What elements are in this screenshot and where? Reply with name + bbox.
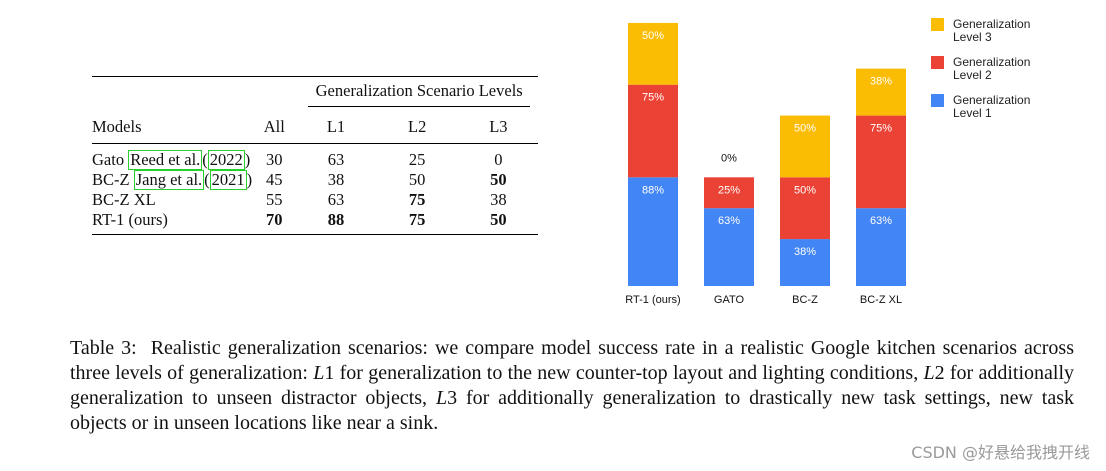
all-cell: 70: [252, 209, 297, 235]
col-header-l1: L1: [296, 110, 376, 144]
table-row: Gato Reed et al.(2022) 30 63 25 0: [92, 143, 538, 170]
stacked-bar-chart: 88% 75% 50% RT-1 (ours) 63% 25% 0% GATO 38% 50% 50…: [625, 17, 1030, 306]
bar-value-label: 50%: [794, 123, 816, 135]
citation-link[interactable]: Jang et al.: [133, 169, 205, 190]
bar-segment: [704, 208, 754, 286]
citation-link[interactable]: Reed et al.: [128, 149, 203, 170]
results-table: Generalization Scenario Levels Models Al…: [92, 76, 538, 235]
legend-label-line2: Level 2: [953, 68, 992, 82]
col-header-l2: L2: [375, 110, 459, 144]
legend-swatch: [931, 94, 944, 107]
model-cell: BC-Z XL: [92, 189, 156, 209]
bar-value-label: 38%: [794, 246, 816, 258]
l1-cell: 63: [327, 189, 345, 209]
bar-value-label: 63%: [718, 215, 740, 227]
x-tick-label: BC-Z XL: [860, 294, 902, 306]
x-tick-label: GATO: [714, 294, 745, 306]
table-corner: [92, 76, 253, 111]
group-header: Generalization Scenario Levels: [308, 81, 530, 107]
bar-segment: [856, 115, 906, 209]
all-cell: 45: [266, 169, 283, 189]
bar-segment: [856, 68, 906, 116]
l1-cell: 63: [327, 149, 345, 169]
x-tick-label: BC-Z: [792, 294, 818, 306]
bar-value-label: 50%: [794, 184, 816, 196]
bar-value-label: 63%: [870, 215, 892, 227]
l2-cell: 75: [408, 189, 426, 209]
bar-segment: [628, 84, 678, 178]
legend-label-line2: Level 1: [953, 106, 992, 120]
bar-segment: [780, 239, 830, 286]
citation-year-link[interactable]: 2022: [207, 149, 245, 170]
table-row: BC-Z Jang et al.(2021) 45 38 50 50: [92, 169, 538, 190]
table-caption: Table 3: Realistic generalization scenar…: [70, 337, 1075, 434]
bar-value-label: 75%: [642, 92, 664, 104]
l2-cell: 75: [375, 209, 459, 235]
l1-cell: 88: [296, 209, 376, 235]
all-cell: 55: [266, 189, 283, 209]
bar-value-label: 75%: [870, 123, 892, 135]
bar-segment: [780, 115, 830, 178]
legend-label: Generalization: [953, 55, 1030, 69]
legend-swatch: [931, 18, 944, 31]
legend-label-line2: Level 3: [953, 30, 992, 44]
l2-cell: 50: [408, 169, 426, 189]
l3-cell: 50: [490, 169, 507, 189]
bar-value-label: 50%: [642, 30, 664, 42]
bar-segment: [628, 22, 678, 85]
legend-swatch: [931, 56, 944, 69]
legend-label: Generalization: [953, 17, 1030, 31]
model-cell: Gato Reed et al.(2022): [92, 149, 251, 170]
model-cell: BC-Z Jang et al.(2021): [92, 169, 253, 190]
bar-segment: [628, 177, 678, 286]
bar-value-label: 88%: [642, 184, 664, 196]
caption-label: Table 3:: [70, 337, 137, 359]
col-header-l3: L3: [458, 110, 538, 144]
table-row: RT-1 (ours) 70 88 75 50: [92, 209, 538, 235]
col-header-all: All: [252, 110, 297, 144]
l3-cell: 0: [494, 149, 503, 169]
l3-cell: 38: [490, 189, 507, 209]
bar-value-label: 38%: [870, 76, 892, 88]
bar-value-label: 25%: [718, 184, 740, 196]
all-cell: 30: [266, 149, 283, 169]
x-tick-label: RT-1 (ours): [625, 294, 680, 306]
model-cell: RT-1 (ours): [92, 209, 253, 235]
bar-segment: [856, 208, 906, 286]
col-header-models: Models: [92, 110, 253, 144]
l2-cell: 25: [408, 149, 426, 169]
citation-year-link[interactable]: 2021: [209, 169, 247, 190]
bar-segment: [780, 177, 830, 240]
bar-segment: [704, 177, 754, 209]
legend-label: Generalization: [953, 93, 1030, 107]
watermark: CSDN @好悬给我拽开线: [911, 443, 1090, 462]
table-row: BC-Z XL 55 63 75 38: [92, 190, 538, 210]
l1-cell: 38: [327, 169, 345, 189]
l3-cell: 50: [458, 209, 538, 235]
bar-value-label: 0%: [721, 152, 737, 164]
